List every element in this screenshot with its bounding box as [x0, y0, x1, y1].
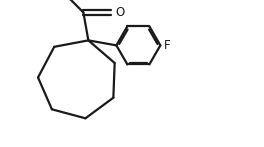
Text: F: F — [164, 39, 171, 52]
Text: O: O — [115, 6, 125, 19]
